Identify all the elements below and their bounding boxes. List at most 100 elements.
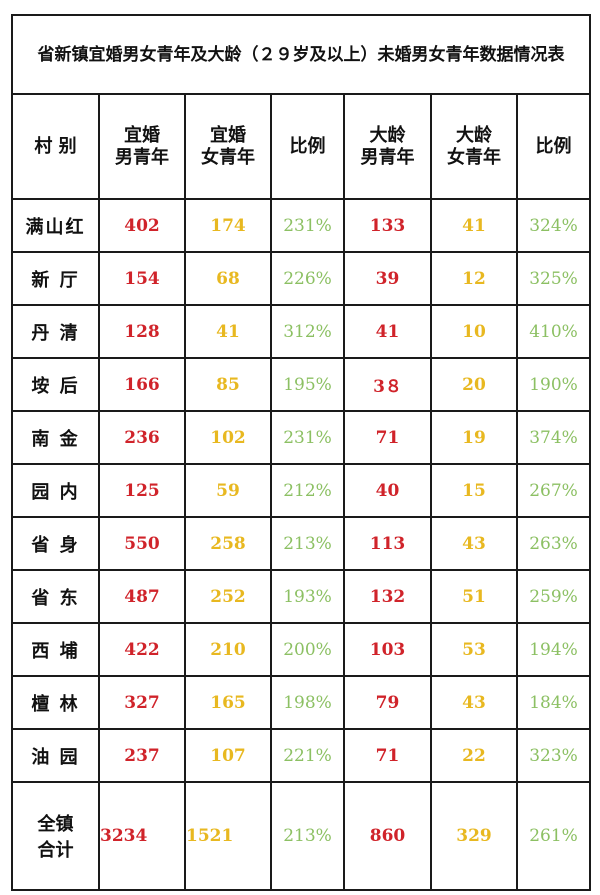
marriageable-male: 550: [98, 516, 186, 571]
older-female: 51: [430, 569, 518, 624]
total-row: 全镇 合计 3234 1521 213% 860 329 261%: [11, 781, 592, 891]
village-name: 南 金: [11, 410, 100, 465]
older-male: 79: [343, 675, 432, 730]
marriageable-female: 210: [184, 622, 272, 677]
total-label: 全镇 合计: [11, 781, 100, 891]
table-row: 园 内 125 59 212% 40 15 267%: [11, 463, 592, 518]
village-name: 园 内: [11, 463, 100, 518]
ratio-2: 323%: [515, 728, 592, 783]
ratio-2: 325%: [515, 251, 592, 306]
table-row: 满山红 402 174 231% 133 41 324%: [11, 198, 592, 253]
village-name: 丹 清: [11, 304, 100, 359]
marriageable-female: 258: [184, 516, 272, 571]
table-row: 西 埔 422 210 200% 103 53 194%: [11, 622, 592, 677]
ratio-1: 213%: [270, 516, 345, 571]
marriageable-female: 252: [184, 569, 272, 624]
older-male: 41: [343, 304, 432, 359]
table-row: 省 东 487 252 193% 132 51 259%: [11, 569, 592, 624]
ratio-1: 193%: [270, 569, 345, 624]
total-ratio-2: 261%: [515, 781, 592, 891]
total-older-female: 329: [430, 781, 518, 891]
table-title: 省新镇宜婚男女青年及大龄（２９岁及以上）未婚男女青年数据情况表: [10, 14, 592, 95]
older-male: 133: [343, 198, 432, 253]
marriageable-male: 487: [98, 569, 186, 624]
total-label-line: 合计: [37, 840, 74, 861]
older-male: 3８: [343, 357, 432, 412]
marriageable-female: 41: [184, 304, 272, 359]
village-name: 垵 后: [11, 357, 100, 412]
ratio-1: 226%: [270, 251, 345, 306]
header-ratio-2: 比例: [515, 93, 592, 200]
ratio-1: 212%: [270, 463, 345, 518]
table-row: 油 园 237 107 221% 71 22 323%: [11, 728, 592, 783]
total-ratio-1: 213%: [270, 781, 345, 891]
header-older-male: 大龄 男青年: [343, 93, 432, 200]
older-female: 41: [430, 198, 518, 253]
ratio-2: 410%: [515, 304, 592, 359]
older-male: 71: [343, 728, 432, 783]
village-name: 油 园: [11, 728, 100, 783]
ratio-1: 312%: [270, 304, 345, 359]
marriageable-male: 327: [98, 675, 186, 730]
table-row: 檀 林 327 165 198% 79 43 184%: [11, 675, 592, 730]
ratio-1: 221%: [270, 728, 345, 783]
header-line: 男青年: [115, 146, 169, 168]
older-female: 53: [430, 622, 518, 677]
village-name: 省 东: [11, 569, 100, 624]
older-female: 10: [430, 304, 518, 359]
header-line: 大龄: [456, 124, 492, 146]
total-marriageable-male: 3234: [98, 781, 186, 891]
header-line: 女青年: [201, 146, 255, 168]
ratio-2: 190%: [515, 357, 592, 412]
marriageable-female: 102: [184, 410, 272, 465]
older-female: 22: [430, 728, 518, 783]
table-row: 省 身 550 258 213% 113 43 263%: [11, 516, 592, 571]
header-marriageable-female: 宜婚 女青年: [184, 93, 272, 200]
header-village: 村 别: [11, 93, 100, 200]
village-name: 满山红: [11, 198, 100, 253]
marriageable-male: 236: [98, 410, 186, 465]
older-female: 43: [430, 516, 518, 571]
village-name: 西 埔: [11, 622, 100, 677]
marriageable-female: 59: [184, 463, 272, 518]
total-older-male: 860: [343, 781, 432, 891]
older-female: 20: [430, 357, 518, 412]
table-row: 南 金 236 102 231% 71 19 374%: [11, 410, 592, 465]
ratio-1: 231%: [270, 410, 345, 465]
ratio-2: 374%: [515, 410, 592, 465]
older-male: 113: [343, 516, 432, 571]
table-row: 垵 后 166 85 195% 3８ 20 190%: [11, 357, 592, 412]
ratio-2: 184%: [515, 675, 592, 730]
ratio-2: 267%: [515, 463, 592, 518]
ratio-2: 324%: [515, 198, 592, 253]
older-male: 132: [343, 569, 432, 624]
older-female: 12: [430, 251, 518, 306]
older-female: 19: [430, 410, 518, 465]
header-marriageable-male: 宜婚 男青年: [98, 93, 186, 200]
village-name: 新 厅: [11, 251, 100, 306]
ratio-2: 259%: [515, 569, 592, 624]
marriageable-male: 237: [98, 728, 186, 783]
village-name: 檀 林: [11, 675, 100, 730]
header-older-female: 大龄 女青年: [430, 93, 518, 200]
older-female: 43: [430, 675, 518, 730]
marriageable-female: 85: [184, 357, 272, 412]
header-line: 女青年: [447, 146, 501, 168]
marriageable-male: 154: [98, 251, 186, 306]
marriageable-male: 125: [98, 463, 186, 518]
ratio-1: 198%: [270, 675, 345, 730]
header-line: 男青年: [360, 146, 415, 168]
marriageable-male: 422: [98, 622, 186, 677]
header-line: 宜婚: [210, 124, 246, 146]
header-line: 宜婚: [124, 124, 160, 146]
cut-off-text-line: [0, 889, 600, 895]
village-name: 省 身: [11, 516, 100, 571]
ratio-1: 200%: [270, 622, 345, 677]
ratio-2: 263%: [515, 516, 592, 571]
ratio-1: 195%: [270, 357, 345, 412]
ratio-1: 231%: [270, 198, 345, 253]
older-female: 15: [430, 463, 518, 518]
marriageable-male: 128: [98, 304, 186, 359]
header-row: 村 别 宜婚 男青年 宜婚 女青年 比例 大龄 男青年 大龄 女青年 比例: [11, 93, 592, 200]
header-ratio-1: 比例: [270, 93, 345, 200]
